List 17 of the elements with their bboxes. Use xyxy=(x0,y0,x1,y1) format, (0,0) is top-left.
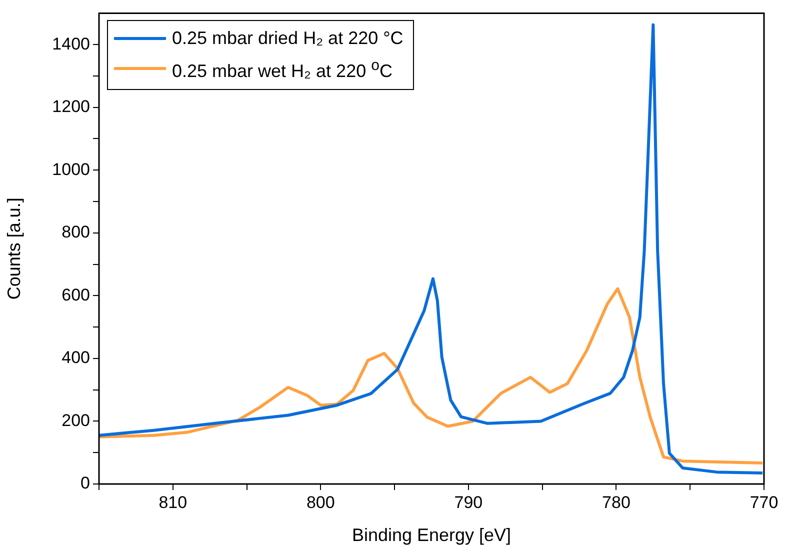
y-tick-label: 0 xyxy=(80,474,90,493)
y-tick-label: 200 xyxy=(62,410,90,430)
x-axis-title: Binding Energy [eV] xyxy=(352,525,512,546)
y-axis-title: Counts [a.u.] xyxy=(4,198,24,300)
y-tick-label: 400 xyxy=(62,348,90,368)
legend-label: 0.25 mbar dried H₂ at 220 °C xyxy=(172,27,404,50)
legend-label: 0.25 mbar wet H₂ at 220 $^{o}$C xyxy=(172,56,392,83)
x-tick-label: 810 xyxy=(158,492,188,512)
x-tick-label: 780 xyxy=(602,492,630,512)
x-tick-label: 790 xyxy=(454,492,483,512)
x-tick-label: 800 xyxy=(306,492,335,512)
x-tick-label: 770 xyxy=(750,492,778,512)
y-tick-label: 1400 xyxy=(52,34,90,54)
y-tick-label: 600 xyxy=(62,285,90,304)
y-tick-label: 1000 xyxy=(52,160,90,179)
y-tick-label: 1200 xyxy=(52,97,90,116)
y-tick-label: 800 xyxy=(62,222,90,242)
